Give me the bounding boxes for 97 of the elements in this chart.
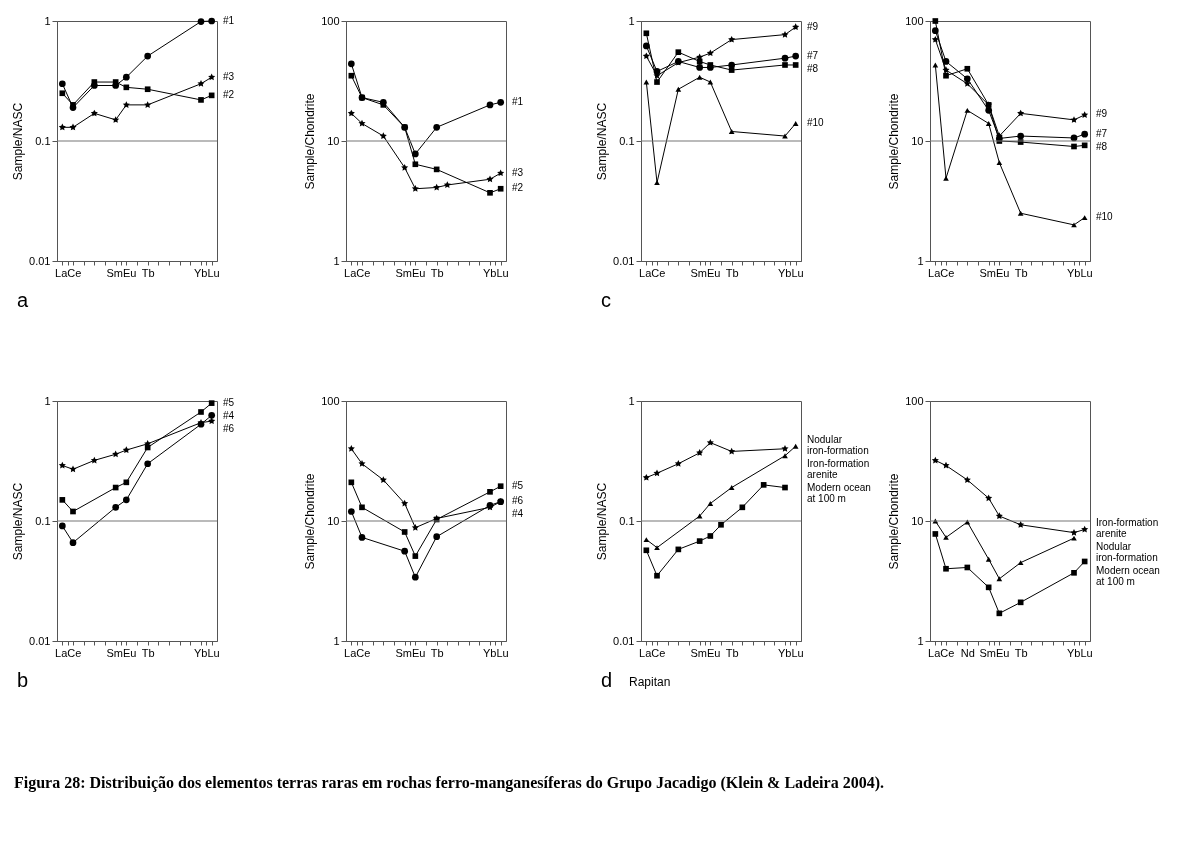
- x-tick-label: Tb: [141, 266, 155, 279]
- x-tick-label: SmEu: [690, 266, 721, 279]
- y-tick-label: 0.01: [613, 634, 635, 647]
- x-tick-label: YbLu: [1066, 646, 1093, 659]
- y-tick-label: 0.1: [619, 514, 635, 527]
- series-label: #3: [512, 166, 524, 178]
- y-tick-label: 0.1: [619, 134, 635, 147]
- series-label: #4: [223, 409, 235, 421]
- series-label: Modern ocean at 100 m: [807, 482, 871, 505]
- series-label: #10: [807, 116, 825, 128]
- series-label: #7: [1096, 127, 1108, 139]
- series-label: #8: [807, 62, 819, 74]
- series-label: #4: [512, 508, 524, 520]
- x-tick-label: YbLu: [482, 646, 509, 659]
- y-tick-label: 0.1: [35, 134, 51, 147]
- x-tick-label: YbLu: [193, 266, 220, 279]
- x-tick-label: SmEu: [979, 266, 1010, 279]
- y-tick-label: 10: [911, 514, 924, 527]
- series-label: #9: [807, 20, 819, 32]
- y-tick-label: 1: [44, 394, 51, 407]
- series-label: #1: [223, 14, 235, 26]
- y-tick-label: 1: [628, 394, 635, 407]
- text: c: [601, 289, 611, 311]
- x-tick-label: LaCe: [639, 646, 666, 659]
- x-tick-label: LaCe: [55, 646, 82, 659]
- series-label: #3: [223, 70, 235, 82]
- text: d: [601, 669, 613, 691]
- x-tick-label: LaCe: [639, 266, 666, 279]
- x-tick-label: SmEu: [690, 646, 721, 659]
- x-tick-label: SmEu: [395, 646, 426, 659]
- y-tick-label: 100: [905, 394, 924, 407]
- x-tick-label: Tb: [1014, 266, 1028, 279]
- y-tick-label: 100: [321, 14, 340, 27]
- y-tick-label: 0.01: [29, 634, 51, 647]
- series-label: Nodular iron-formation: [807, 434, 869, 457]
- x-tick-label: YbLu: [1066, 266, 1093, 279]
- y-axis-title: Sample/Chondrite: [303, 93, 318, 190]
- x-tick-label: YbLu: [777, 646, 804, 659]
- x-tick-label: Tb: [430, 646, 444, 659]
- x-tick-label: LaCe: [344, 646, 371, 659]
- series-label: #2: [512, 182, 524, 194]
- y-tick-label: 10: [327, 134, 340, 147]
- text: Figura 28: Distribuição dos elementos terras raras em rochas ferro-manganesíferas do Grupo Jacadigo (Klein & Ladeira 2004).: [13, 773, 885, 794]
- y-tick-label: 1: [628, 14, 635, 27]
- x-tick-label: LaCe: [928, 646, 955, 659]
- y-axis-title: Sample/NASC: [11, 482, 26, 561]
- x-tick-label: Tb: [725, 266, 739, 279]
- x-tick-label: YbLu: [193, 646, 220, 659]
- y-tick-label: 1: [917, 634, 924, 647]
- y-tick-label: 0.1: [35, 514, 51, 527]
- y-tick-label: 1: [44, 14, 51, 27]
- series-label: #7: [807, 49, 819, 61]
- text: Iron-formation arenite: [807, 458, 870, 481]
- series-label: #5: [512, 479, 524, 491]
- text: b: [17, 669, 29, 691]
- y-tick-label: 1: [333, 634, 340, 647]
- series-label: #9: [1096, 108, 1108, 120]
- y-axis-title: Sample/Chondrite: [887, 93, 902, 190]
- x-tick-label: LaCe: [55, 266, 82, 279]
- x-tick-label: SmEu: [106, 266, 137, 279]
- x-tick-label: Tb: [141, 646, 155, 659]
- series-label: #5: [223, 396, 235, 408]
- y-tick-label: 10: [911, 134, 924, 147]
- y-tick-label: 1: [333, 254, 340, 267]
- x-tick-label: Nd: [960, 646, 975, 659]
- x-tick-label: SmEu: [979, 646, 1010, 659]
- y-tick-label: 100: [321, 394, 340, 407]
- x-tick-label: SmEu: [395, 266, 426, 279]
- x-tick-label: LaCe: [928, 266, 955, 279]
- series-label: #8: [1096, 140, 1108, 152]
- x-tick-label: YbLu: [482, 266, 509, 279]
- y-axis-title: Sample/NASC: [595, 482, 610, 561]
- y-axis-title: Sample/Chondrite: [303, 473, 318, 570]
- y-axis-title: Sample/Chondrite: [887, 473, 902, 570]
- y-tick-label: 10: [327, 514, 340, 527]
- y-tick-label: 0.01: [613, 254, 635, 267]
- series-label: Nodular iron-formation: [1096, 541, 1158, 564]
- y-axis-title: Sample/NASC: [11, 102, 26, 181]
- y-tick-label: 100: [905, 14, 924, 27]
- series-label: #10: [1096, 211, 1114, 223]
- y-tick-label: 0.01: [29, 254, 51, 267]
- text: a: [17, 289, 29, 311]
- y-axis-title: Sample/NASC: [595, 102, 610, 181]
- x-tick-label: Tb: [725, 646, 739, 659]
- x-tick-label: Tb: [430, 266, 444, 279]
- series-label: #2: [223, 88, 235, 100]
- text: Rapitan: [629, 675, 671, 689]
- series-label: #6: [223, 422, 235, 434]
- x-tick-label: Tb: [1014, 646, 1028, 659]
- x-tick-label: LaCe: [344, 266, 371, 279]
- x-tick-label: SmEu: [106, 646, 137, 659]
- series-label: Modern ocean at 100 m: [1096, 565, 1160, 588]
- x-tick-label: YbLu: [777, 266, 804, 279]
- series-label: #1: [512, 95, 524, 107]
- series-label: #6: [512, 495, 524, 507]
- y-tick-label: 1: [917, 254, 924, 267]
- series-label: Iron-formation arenite: [1096, 517, 1159, 540]
